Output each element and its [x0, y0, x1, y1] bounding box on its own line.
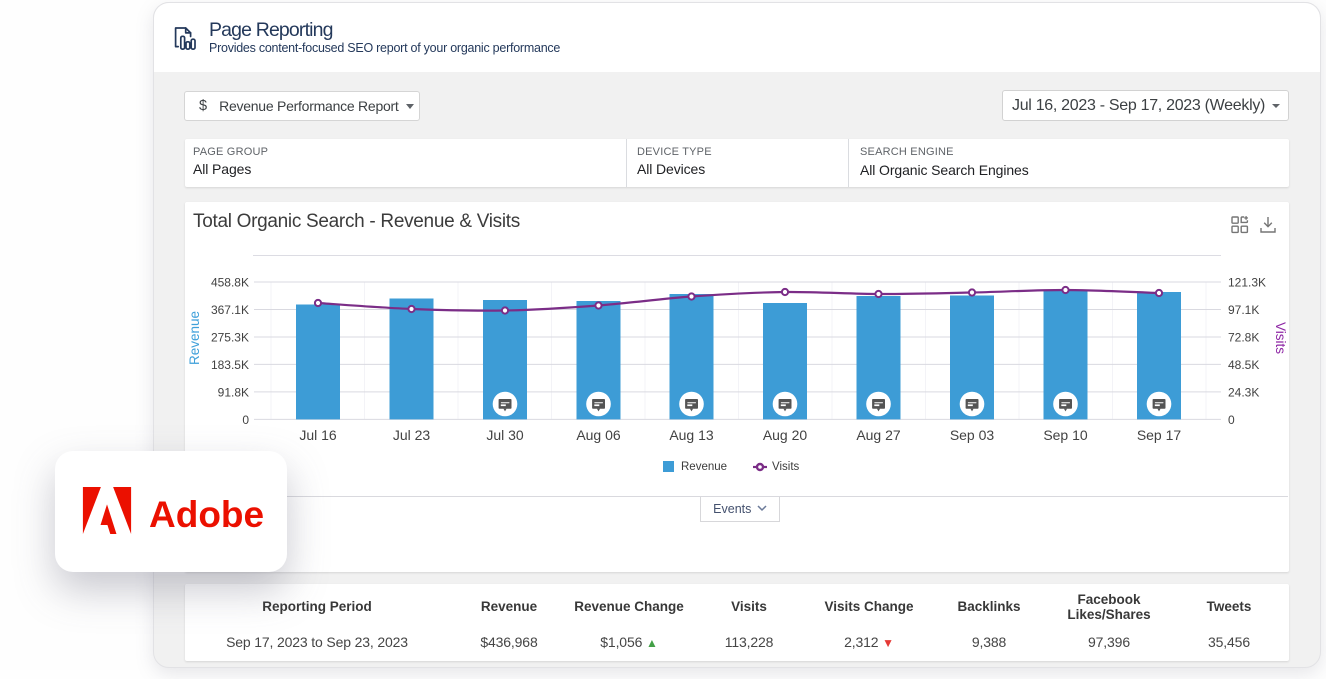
svg-text:Visits: Visits [1273, 322, 1288, 354]
svg-text:Aug 06: Aug 06 [576, 427, 621, 443]
svg-text:48.5K: 48.5K [1228, 358, 1259, 372]
svg-text:0: 0 [1228, 413, 1235, 427]
svg-text:458.8K: 458.8K [211, 276, 249, 290]
svg-text:275.3K: 275.3K [211, 331, 249, 345]
svg-text:121.3K: 121.3K [1228, 276, 1266, 290]
svg-text:367.1K: 367.1K [211, 303, 249, 317]
svg-text:0: 0 [242, 413, 249, 427]
svg-text:Sep 17: Sep 17 [1137, 427, 1182, 443]
svg-text:Jul 30: Jul 30 [486, 427, 524, 443]
svg-text:Revenue: Revenue [187, 311, 202, 365]
svg-text:Aug 13: Aug 13 [669, 427, 714, 443]
svg-text:Sep 10: Sep 10 [1043, 427, 1088, 443]
svg-text:Aug 20: Aug 20 [763, 427, 808, 443]
svg-text:72.8K: 72.8K [1228, 331, 1259, 345]
svg-text:Aug 27: Aug 27 [856, 427, 901, 443]
svg-text:91.8K: 91.8K [218, 385, 249, 399]
svg-text:Jul 23: Jul 23 [393, 427, 431, 443]
svg-text:Jul 16: Jul 16 [299, 427, 337, 443]
svg-text:Sep 03: Sep 03 [950, 427, 995, 443]
svg-text:183.5K: 183.5K [211, 358, 249, 372]
svg-text:97.1K: 97.1K [1228, 303, 1259, 317]
svg-text:24.3K: 24.3K [1228, 385, 1259, 399]
